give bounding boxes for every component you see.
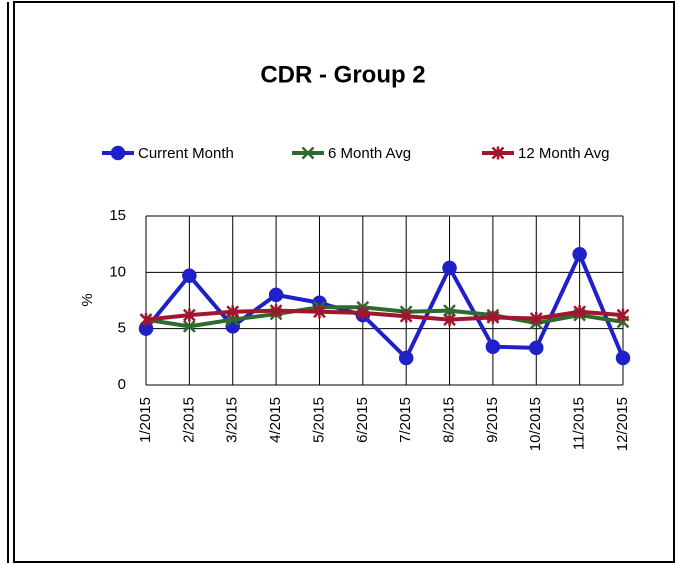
- x-tick-label: 2/2015: [180, 397, 197, 443]
- data-point: [398, 350, 414, 366]
- x-tick-label: 7/2015: [397, 397, 414, 443]
- x-tick-label: 10/2015: [527, 397, 544, 451]
- chart-title: CDR - Group 2: [260, 61, 425, 88]
- data-point: [313, 305, 326, 319]
- x-tick-label: 8/2015: [441, 397, 458, 443]
- data-point: [486, 310, 500, 324]
- x-tick-label: 4/2015: [267, 397, 284, 443]
- legend-marker: [301, 146, 315, 160]
- legend-label: 12 Month Avg: [518, 145, 609, 162]
- x-tick-label: 5/2015: [310, 397, 327, 443]
- data-point: [485, 339, 501, 354]
- legend-marker: [491, 146, 505, 160]
- data-point: [226, 305, 240, 319]
- data-point: [443, 313, 456, 327]
- data-point: [615, 350, 631, 366]
- y-tick-label: 0: [118, 376, 126, 393]
- legend-label: Current Month: [138, 145, 234, 162]
- y-axis-label: %: [79, 293, 96, 306]
- y-tick-label: 15: [109, 207, 126, 224]
- x-tick-label: 9/2015: [484, 397, 501, 443]
- data-point: [182, 268, 197, 283]
- series-line: [145, 305, 624, 329]
- legend-label: 6 Month Avg: [328, 145, 411, 162]
- data-point: [182, 308, 196, 322]
- data-point: [139, 313, 153, 327]
- data-point: [182, 320, 196, 333]
- x-tick-label: 6/2015: [354, 397, 371, 443]
- data-point: [616, 308, 630, 322]
- data-point: [573, 305, 587, 319]
- legend-marker: [110, 145, 126, 161]
- data-point: [356, 306, 370, 320]
- x-tick-label: 1/2015: [137, 397, 154, 443]
- data-point: [442, 260, 457, 276]
- data-point: [572, 247, 587, 262]
- series-line: [145, 308, 624, 322]
- x-tick-label: 12/2015: [614, 397, 631, 451]
- data-point: [269, 304, 283, 318]
- series-line: [144, 252, 625, 360]
- data-point: [399, 309, 413, 323]
- data-point: [529, 312, 543, 326]
- data-point: [268, 287, 284, 303]
- y-tick-label: 10: [109, 263, 126, 280]
- y-tick-label: 5: [118, 320, 126, 337]
- x-tick-label: 11/2015: [571, 397, 588, 450]
- data-point: [529, 340, 544, 356]
- x-tick-label: 3/2015: [224, 397, 241, 443]
- frame: [13, 1, 675, 563]
